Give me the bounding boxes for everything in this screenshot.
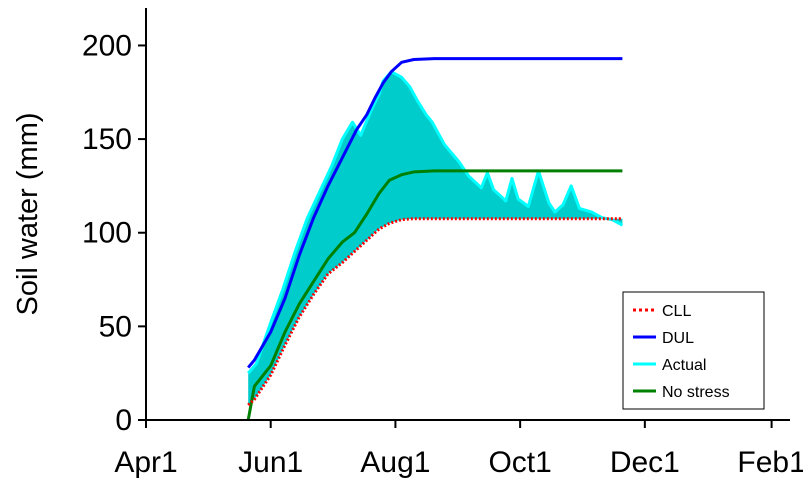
- x-tick-label: Oct1: [488, 446, 551, 479]
- legend-label: DUL: [662, 330, 694, 347]
- x-tick-label: Aug1: [360, 446, 430, 479]
- shaded-band: [248, 72, 623, 405]
- series-line-no-stress: [246, 169, 623, 421]
- y-tick-label: 200: [82, 29, 132, 62]
- legend: CLL DUL Actual No stress: [622, 291, 765, 410]
- series-line-actual: [247, 70, 624, 375]
- y-tick-label: 100: [82, 217, 132, 250]
- y-tick-label: 50: [99, 310, 132, 343]
- y-tick-label: 0: [115, 404, 132, 437]
- series-line-dul: [247, 57, 623, 369]
- legend-label: CLL: [662, 303, 691, 320]
- x-tick-label: Dec1: [610, 446, 680, 479]
- series-line-cll: [247, 217, 623, 407]
- x-tick-label: Feb1: [737, 446, 803, 479]
- plot-area: [246, 57, 624, 421]
- x-axis-ticks: Apr1 Jun1 Aug1 Oct1 Dec1 Feb1: [114, 420, 803, 479]
- x-tick-label: Apr1: [114, 446, 177, 479]
- y-axis-ticks: 0 50 100 150 200: [82, 29, 146, 437]
- x-tick-label: Jun1: [238, 446, 303, 479]
- axes: [145, 8, 790, 421]
- legend-label: No stress: [662, 384, 730, 401]
- y-axis-title: Soil water (mm): [12, 112, 44, 315]
- y-tick-label: 150: [82, 123, 132, 156]
- legend-label: Actual: [662, 357, 706, 374]
